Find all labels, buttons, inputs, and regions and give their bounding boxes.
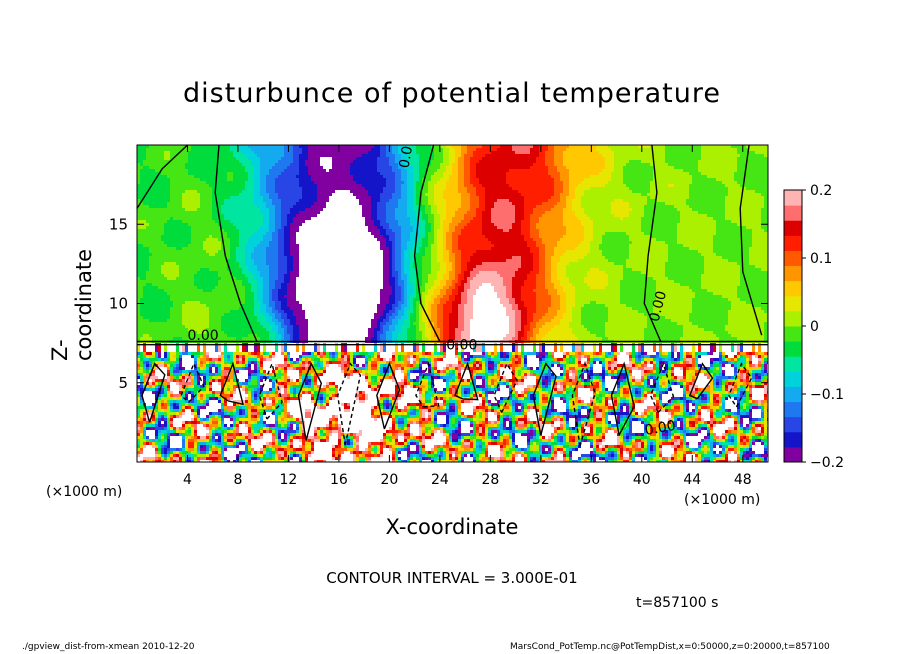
contour-label: 0.00 [187,328,218,344]
contour-lines: 0.00 0.00 0.00 0.00 0.00 [137,136,768,447]
x-tick-label: 20 [380,472,398,488]
y-tick-label: 15 [109,215,128,233]
x-unit-label-right: (×1000 m) [684,492,760,508]
colorbar-swatch [784,356,802,372]
colorbar-swatch [784,220,802,236]
x-axis-label: X-coordinate [0,515,904,539]
colorbar-tick-label: 0.2 [810,183,832,199]
x-tick-label: 28 [481,472,499,488]
colorbar-swatch [784,250,802,267]
colorbar-tick-label: −0.2 [810,455,844,471]
x-tick-label: 44 [683,472,701,488]
colorbar-tick-label: 0.1 [810,251,832,267]
footer-left: ./gpview_dist-from-xmean 2010-12-20 [22,642,194,652]
colorbar-swatch [784,190,802,206]
x-tick-label: 12 [280,472,298,488]
colorbar-swatch [784,265,802,282]
colorbar-swatch [784,416,802,433]
x-tick-label: 48 [734,472,752,488]
colorbar-swatch [784,205,802,221]
footer-right: MarsCond_PotTemp.nc@PotTempDist,x=0:5000… [510,642,830,652]
colorbar-swatch [784,295,802,312]
x-tick-label: 8 [233,472,242,488]
time-label: t=857100 s [636,595,718,611]
x-axis: 4 8 12 16 20 24 28 32 36 40 44 48 [183,145,752,488]
x-tick-label: 24 [431,472,449,488]
contour-label: 0.00 [644,418,677,439]
colorbar-swatch [784,341,802,357]
colorbar-swatch [784,371,802,387]
colorbar-swatch [784,326,802,342]
x-tick-label: 4 [183,472,192,488]
y-tick-label: 10 [109,295,128,313]
colorbar-tick-label: 0 [810,319,819,335]
heatmap-field [137,145,768,462]
colorbar-swatch [784,446,802,463]
colorbar-swatch [784,386,802,403]
contour-label: 0.00 [397,136,418,169]
x-tick-label: 36 [582,472,600,488]
y-axis: 5 10 15 [109,215,768,392]
contour-interval-text: CONTOUR INTERVAL = 3.000E-01 [0,569,904,587]
colorbar-tick-label: −0.1 [810,387,844,403]
x-tick-label: 16 [330,472,348,488]
x-tick-label: 32 [532,472,550,488]
colorbar-swatch [784,310,802,327]
colorbar: 0.2 0.1 0 −0.1 −0.2 [783,183,844,471]
chart-title: disturbunce of potential temperature [0,78,904,109]
colorbar-swatch [784,280,802,297]
colorbar-swatch [784,401,802,418]
contour-label: 0.00 [446,337,477,353]
contour-label: 0.00 [647,289,671,323]
colorbar-swatch [784,235,802,251]
y-tick-label: 5 [118,374,128,392]
colorbar-swatch [784,431,802,448]
x-unit-label-left: (×1000 m) [46,484,122,500]
x-tick-label: 40 [633,472,651,488]
